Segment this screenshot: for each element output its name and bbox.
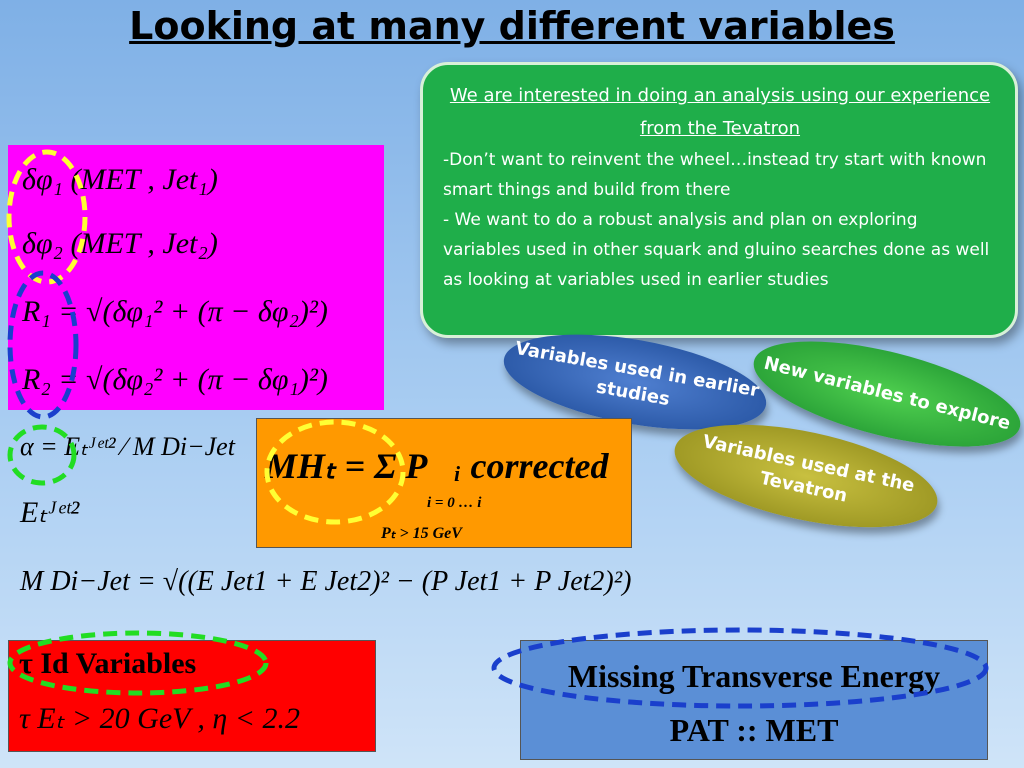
mht-box: MHₜ = Σ P⃗ᵢ corrected i = 0 … i Pₜ > 15 … [256,418,632,548]
formula: α = Eₜᴶᵉᵗ² ⁄ M Di−Jet [20,432,235,461]
formula: M Di−Jet = √((E Jet1 + E Jet2)² − (P Jet… [20,566,632,597]
formula: R₂ = √(δφ₂² + (π − δφ₁)²) [22,363,328,396]
condition: Pₜ > 15 GeV [381,525,462,542]
tau-cut: τ Eₜ > 20 GeV , η < 2.2 [19,702,301,735]
met-box: Missing Transverse Energy PAT :: MET [520,640,988,760]
met-line: Missing Transverse Energy [567,658,941,694]
formula: MHₜ = Σ P⃗ᵢ corrected [265,446,609,486]
info-point: -Don’t want to reinvent the wheel…instea… [443,150,987,200]
info-point: - We want to do a robust analysis and pl… [443,210,990,290]
slide-title: Looking at many different variables [129,4,895,48]
tau-box: τ Id Variables τ Eₜ > 20 GeV , η < 2.2 [8,640,376,752]
formula: δφ₁ (MET , Jet₁) [22,163,218,196]
met-line: PAT :: MET [669,712,839,748]
formula: Eₜᴶᵉᵗ² [20,496,80,529]
info-box: We are interested in doing an analysis u… [420,62,1018,338]
formula: R₁ = √(δφ₁² + (π − δφ₂)²) [22,295,328,328]
angle-box: δφ₁ (MET , Jet₁) δφ₂ (MET , Jet₂) R₁ = √… [8,145,384,410]
info-heading: We are interested in doing an analysis u… [449,85,991,139]
sum-limits: i = 0 … i [427,495,482,511]
tau-title: τ Id Variables [19,647,197,680]
formula: δφ₂ (MET , Jet₂) [22,227,218,260]
